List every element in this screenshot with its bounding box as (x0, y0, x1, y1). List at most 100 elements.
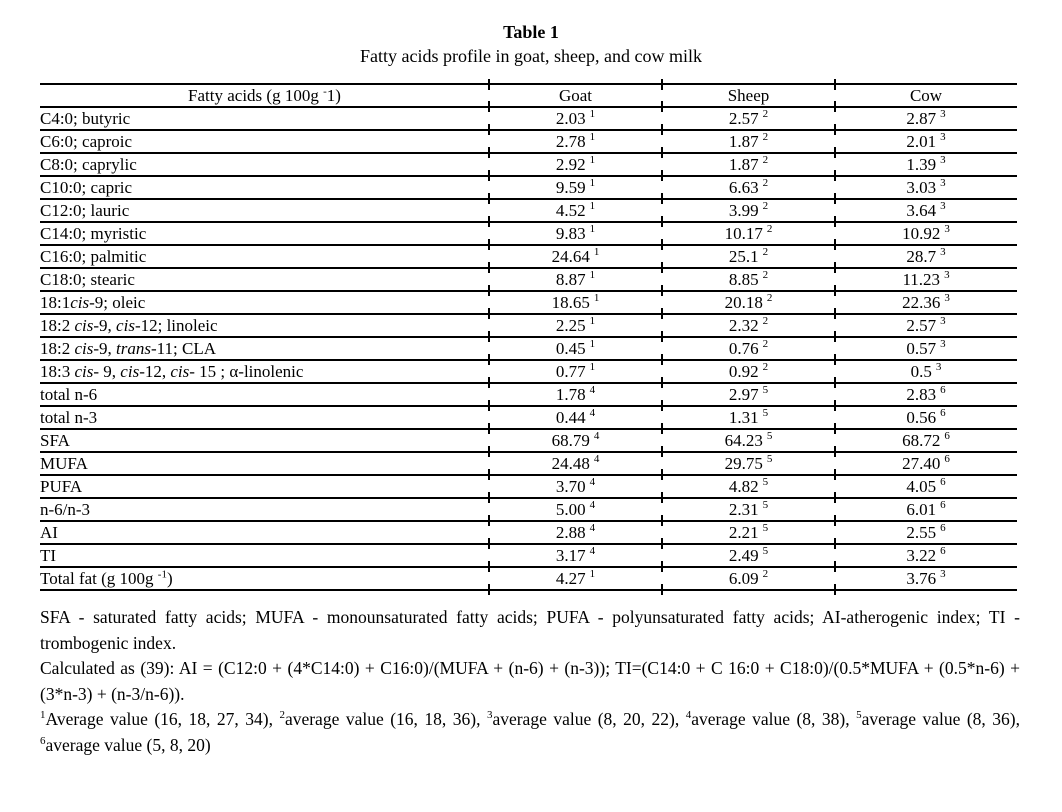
value: 0.92 (728, 361, 759, 381)
cow-value-cell: 0.57 3 (834, 337, 1017, 364)
cow-value-cell: 27.40 6 (834, 452, 1017, 479)
value: 3.64 (906, 200, 937, 220)
column-header-fatty-acids: Fatty acids (g 100g -1) (40, 84, 489, 107)
value: 3.17 (555, 545, 586, 565)
sheep-value-cell: 8.85 2 (661, 268, 835, 295)
fatty-acid-label-cell: C18:0; stearic (40, 268, 489, 291)
footnote-marker: 3 (940, 199, 946, 212)
value: 68.79 (551, 430, 590, 450)
value: 1.78 (555, 384, 586, 404)
footnote-marker: 5 (766, 452, 773, 465)
footnote-marker: 4 (593, 452, 600, 465)
text-run: -12; linoleic (134, 315, 218, 335)
table-caption: Table 1 Fatty acids profile in goat, she… (0, 0, 1062, 68)
footnote-marker: 3 (940, 130, 946, 143)
footnote-marker: 2 (762, 199, 769, 212)
value: 0.45 (555, 338, 586, 358)
footnote-marker: 5 (762, 544, 769, 557)
table-row: C10:0; capric 9.59 1 6.63 2 3.03 3 (40, 176, 1017, 203)
value: 3.70 (555, 476, 586, 496)
footnote-marker: 1 (589, 199, 596, 212)
value: 5.00 (555, 499, 586, 519)
value: 2.55 (906, 522, 937, 542)
text-run: PUFA (40, 476, 83, 496)
sheep-value-cell: 10.17 2 (661, 222, 835, 249)
footnote-marker: 2 (762, 245, 769, 258)
text-run: C12:0; lauric (40, 200, 130, 220)
footnote-marker: 1 (593, 291, 600, 304)
table-row: total n-3 0.44 4 1.31 5 0.56 6 (40, 406, 1017, 433)
superscript: 1 (40, 709, 46, 722)
column-header-goat: Goat (488, 78, 662, 111)
italic-text: cis (70, 292, 90, 312)
cow-value-cell: 0.5 3 (834, 360, 1017, 387)
text-run: average value (8, 38), (691, 709, 857, 729)
footnote-marker: 2 (762, 153, 769, 166)
fatty-acid-label-cell: TI (40, 544, 489, 567)
value: 2.87 (906, 108, 937, 128)
fatty-acid-label-cell: C10:0; capric (40, 176, 489, 199)
value: 28.7 (906, 246, 937, 266)
footnote-marker: 6 (940, 521, 946, 534)
value: 0.5 (910, 361, 932, 381)
fatty-acid-label-cell: SFA (40, 429, 489, 452)
column-header-sheep: Sheep (661, 78, 835, 111)
value: 2.57 (728, 108, 759, 128)
value: 2.92 (555, 154, 586, 174)
sheep-value-cell: 2.31 5 (661, 498, 835, 525)
cow-value-cell: 2.87 3 (834, 107, 1017, 134)
cow-value-cell: 3.64 3 (834, 199, 1017, 226)
footnote-paragraph: 1Average value (16, 18, 27, 34), 2averag… (40, 707, 1020, 758)
goat-value-cell: 9.59 1 (488, 176, 662, 203)
column-header-cow: Cow (834, 78, 1017, 111)
header-row: Fatty acids (g 100g -1) Goat Sheep Cow (40, 78, 1017, 111)
text-run: Total fat (g 100g (40, 568, 158, 588)
text-run: 18:1 (40, 292, 71, 312)
fatty-acids-table: Fatty acids (g 100g -1) Goat Sheep Cow C… (40, 78, 1017, 594)
fatty-acid-label-cell: 18:1cis-9; oleic (40, 291, 489, 314)
goat-value-cell: 3.70 4 (488, 475, 662, 502)
table-row: C14:0; myristic 9.83 1 10.17 2 10.92 3 (40, 222, 1017, 249)
value: 8.85 (728, 269, 759, 289)
italic-text: trans (116, 338, 152, 358)
table-header: Fatty acids (g 100g -1) Goat Sheep Cow (40, 78, 1017, 111)
text-run: - 15 ; α-linolenic (189, 361, 304, 381)
goat-value-cell: 18.65 1 (488, 291, 662, 318)
table-row: total n-6 1.78 4 2.97 5 2.83 6 (40, 383, 1017, 410)
text-run: AI (40, 522, 58, 542)
cow-value-cell: 11.23 3 (834, 268, 1017, 295)
value: 2.03 (555, 108, 586, 128)
footnote-marker: 2 (762, 268, 769, 281)
value: 0.57 (906, 338, 937, 358)
value: 18.65 (551, 292, 590, 312)
footnote-marker: 2 (766, 222, 773, 235)
goat-value-cell: 2.92 1 (488, 153, 662, 180)
footnote-marker: 6 (940, 383, 946, 396)
sheep-value-cell: 1.31 5 (661, 406, 835, 433)
text-run: C8:0; caprylic (40, 154, 137, 174)
goat-value-cell: 0.44 4 (488, 406, 662, 433)
value: 0.77 (555, 361, 586, 381)
table-row: 18:1cis-9; oleic 18.65 1 20.18 2 22.36 3 (40, 291, 1017, 318)
footnote-marker: 1 (589, 567, 596, 580)
text-run: SFA (40, 430, 70, 450)
text-run: C6:0; caproic (40, 131, 133, 151)
value: 2.21 (728, 522, 759, 542)
footnote-marker: 1 (589, 107, 596, 120)
table-row: MUFA 24.48 4 29.75 5 27.40 6 (40, 452, 1017, 479)
footnote-marker: 6 (940, 544, 946, 557)
superscript: -1 (157, 567, 167, 580)
text-run: average value (16, 18, 36), (284, 709, 487, 729)
sheep-value-cell: 2.49 5 (661, 544, 835, 571)
value: 10.92 (902, 223, 941, 243)
text-run: Calculated as (39): AI = (C12:0 + (4*C14… (40, 658, 1020, 704)
footnote-marker: 6 (940, 406, 946, 419)
value: 1.31 (728, 407, 759, 427)
goat-value-cell: 5.00 4 (488, 498, 662, 525)
footnote-marker: 5 (762, 475, 769, 488)
table-row: C8:0; caprylic 2.92 1 1.87 2 1.39 3 (40, 153, 1017, 180)
table-row: AI 2.88 4 2.21 5 2.55 6 (40, 521, 1017, 548)
footnote-marker: 3 (940, 314, 946, 327)
cow-value-cell: 3.22 6 (834, 544, 1017, 571)
footnote-paragraph: SFA - saturated fatty acids; MUFA - mono… (40, 605, 1020, 656)
